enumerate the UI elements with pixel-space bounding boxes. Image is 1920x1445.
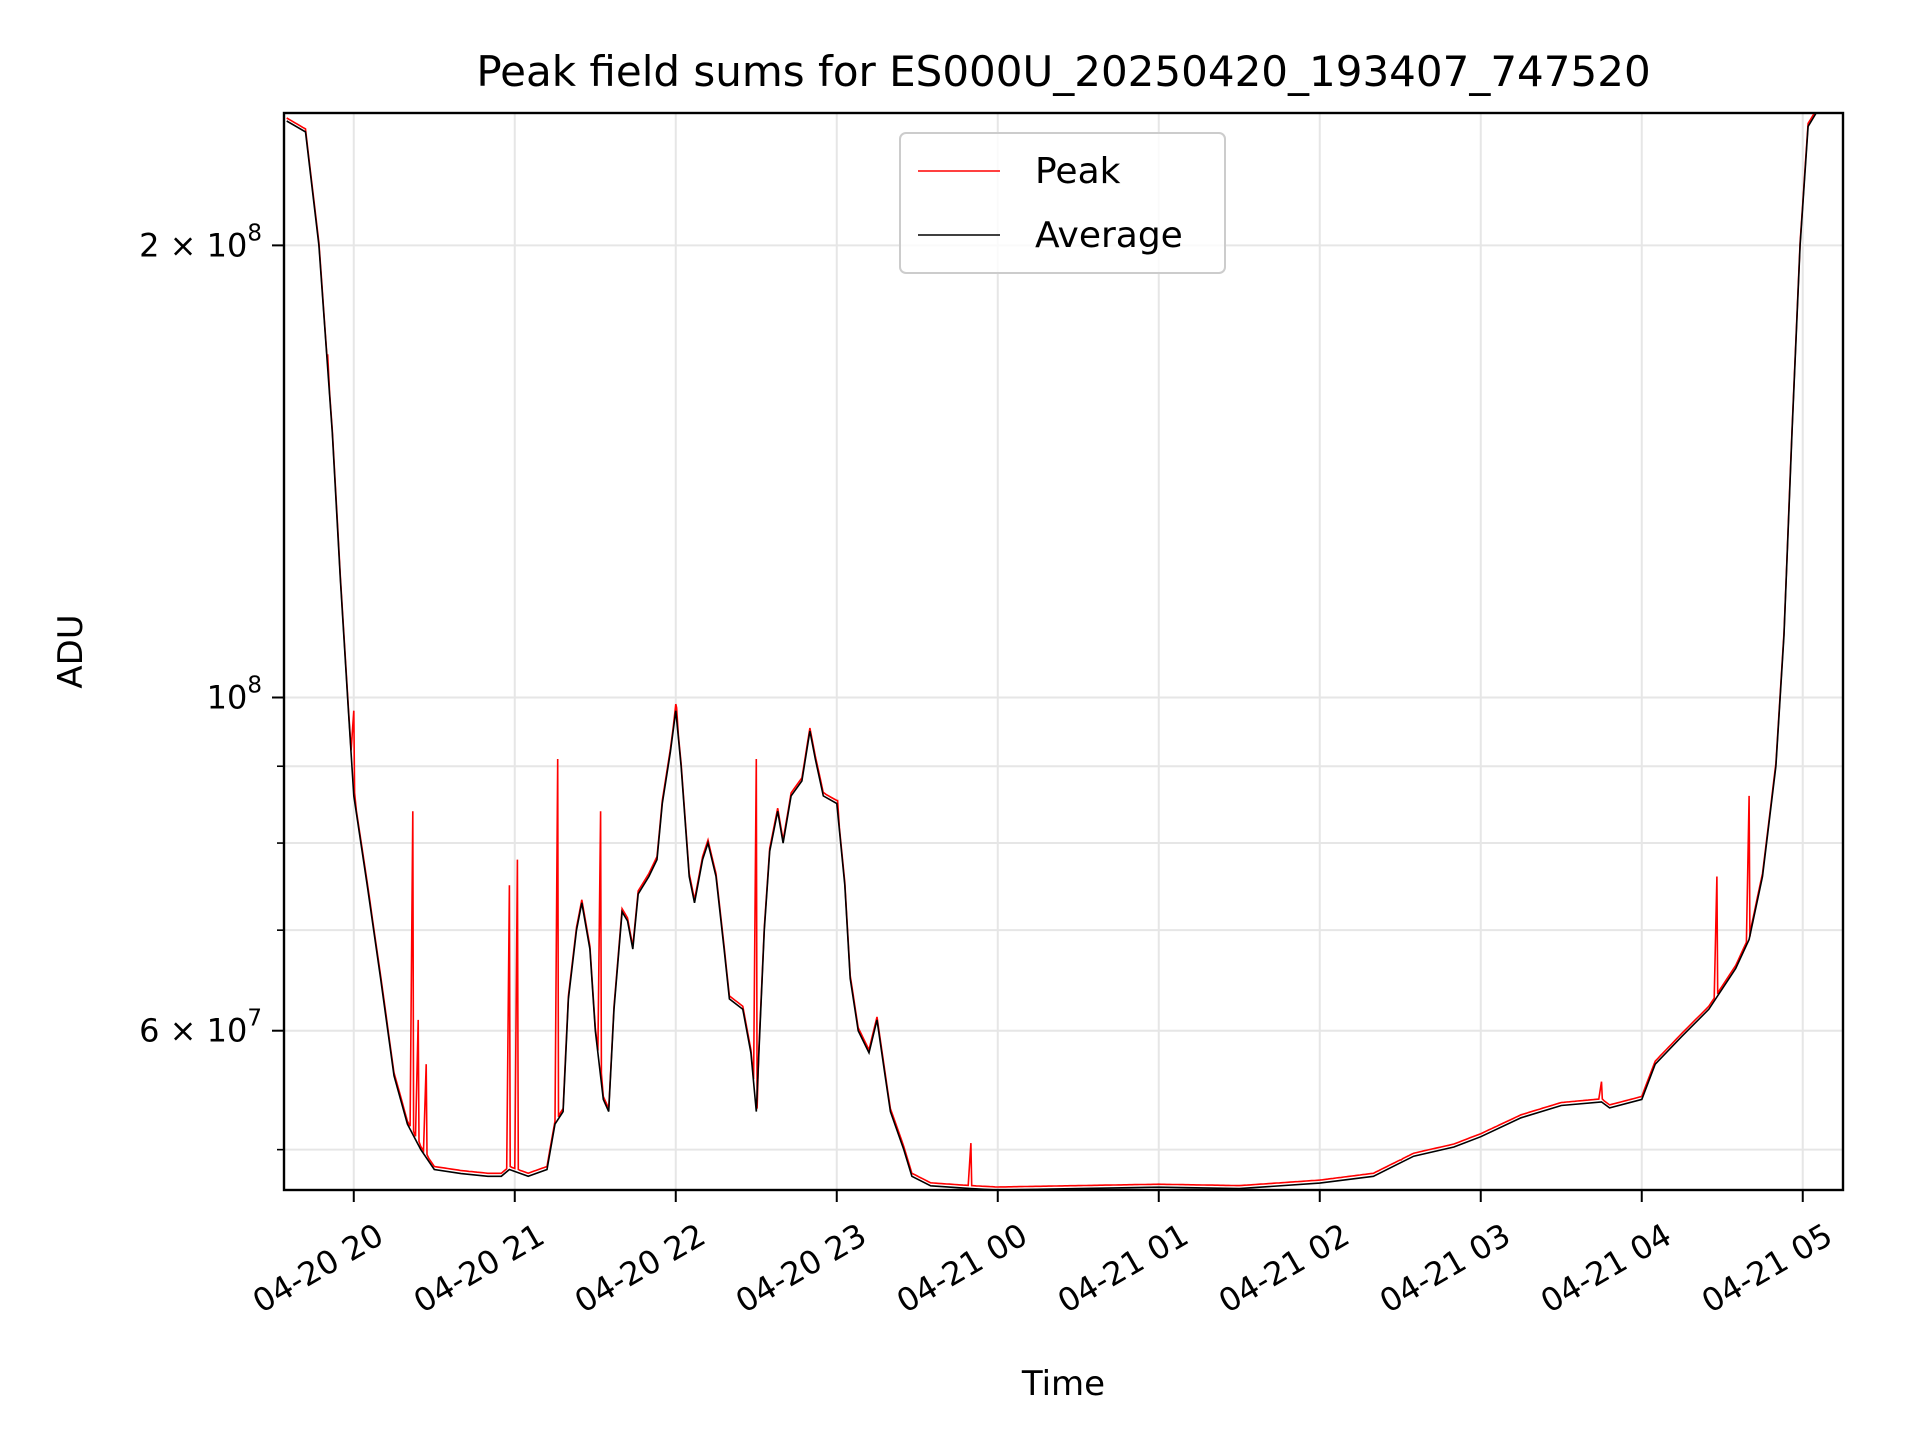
plot-frame bbox=[282, 111, 1845, 1192]
y-tick-exponent: 8 bbox=[247, 673, 262, 699]
legend-box bbox=[899, 132, 1226, 274]
series-layer bbox=[286, 113, 1817, 1190]
y-tick-times: × 10 bbox=[159, 226, 247, 264]
y-tick-mantissa: 2 bbox=[139, 226, 159, 264]
y-tick-exponent: 7 bbox=[247, 1006, 262, 1032]
y-tick-mantissa: 6 bbox=[139, 1012, 159, 1050]
series-line-average bbox=[286, 113, 1817, 1190]
legend-label-average: Average bbox=[1035, 215, 1183, 256]
y-tick-exponent: 8 bbox=[247, 220, 262, 246]
legend-label-peak: Peak bbox=[1035, 151, 1121, 192]
chart-title: Peak field sums for ES000U_20250420_1934… bbox=[476, 47, 1650, 96]
series-line-peak bbox=[286, 113, 1816, 1188]
y-tick-label: 108 bbox=[207, 673, 262, 717]
y-tick-label: 2 × 108 bbox=[139, 220, 262, 264]
y-tick-times: × 10 bbox=[159, 1012, 247, 1050]
y-axis-label: ADU bbox=[51, 614, 91, 688]
grid bbox=[284, 113, 1843, 1190]
x-axis-label: Time bbox=[1021, 1364, 1105, 1404]
legend: Peak Average bbox=[899, 132, 1226, 274]
y-tick-label: 6 × 107 bbox=[139, 1006, 262, 1050]
y-tick-base: 10 bbox=[207, 679, 248, 717]
